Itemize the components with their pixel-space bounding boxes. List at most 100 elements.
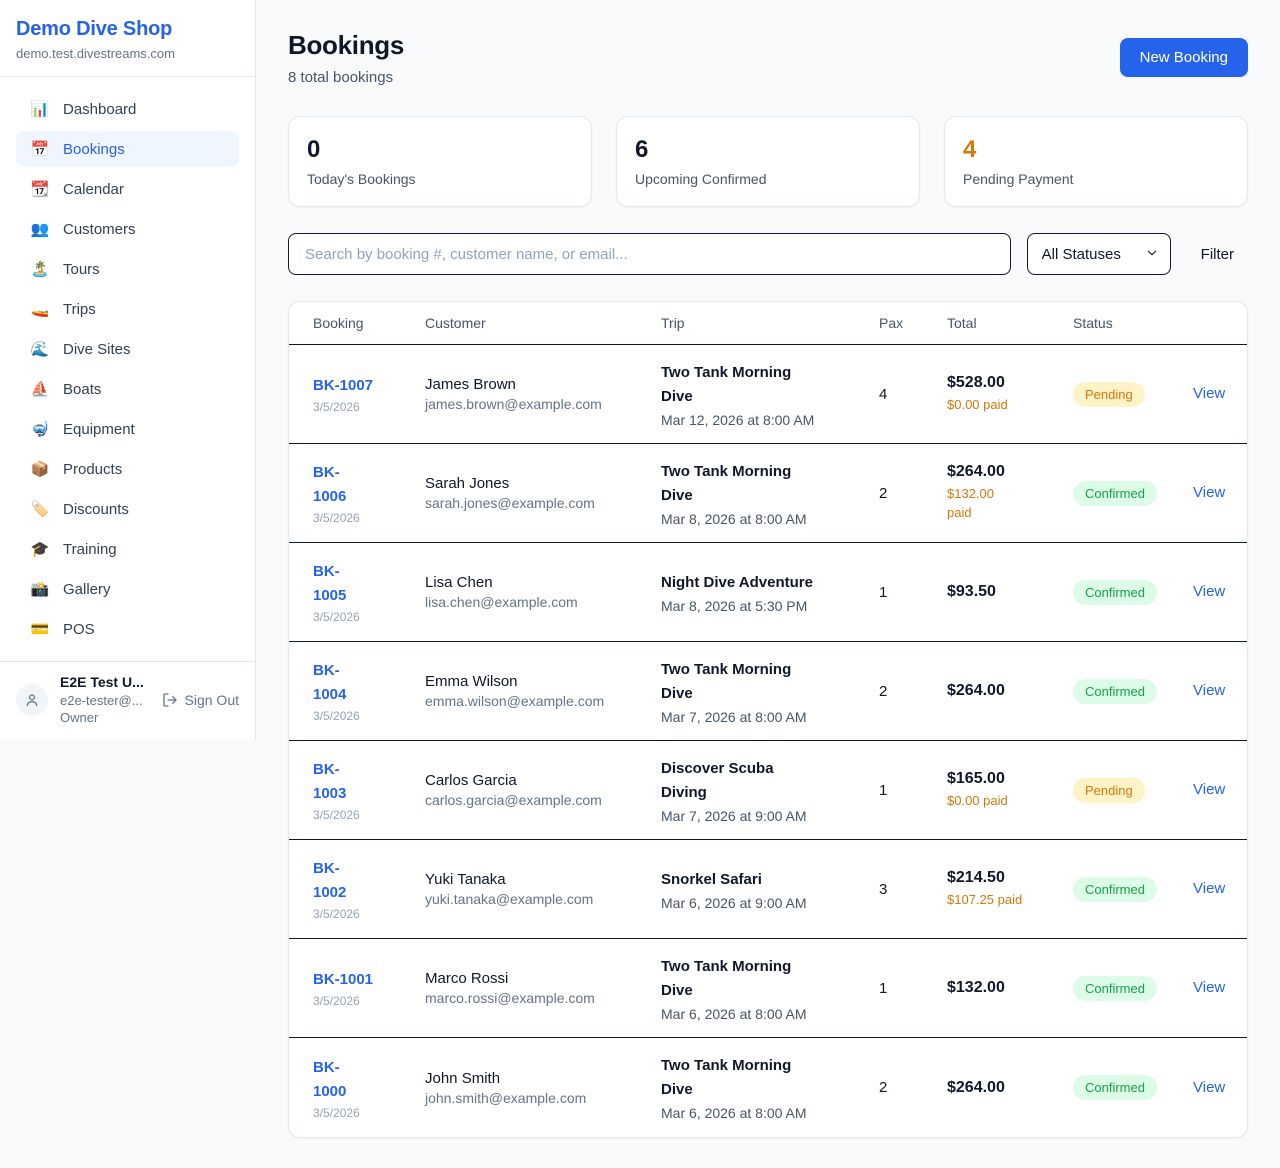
sidebar-item-training[interactable]: 🎓 Training <box>30 540 117 559</box>
total-cell: $165.00 $0.00 paid <box>947 770 1073 811</box>
customer-email: lisa.chen@example.com <box>425 594 578 610</box>
sidebar-item-dashboard[interactable]: 📊 Dashboard <box>30 100 137 119</box>
sidebar-item-gallery[interactable]: 📸 Gallery <box>30 580 111 599</box>
sign-out-button[interactable]: Sign Out <box>162 692 239 708</box>
view-link[interactable]: View <box>1193 1078 1226 1096</box>
view-link[interactable]: View <box>1193 484 1226 501</box>
customer-cell: Marco Rossi marco.rossi@example.com <box>425 970 661 1006</box>
customer-cell: Lisa Chen lisa.chen@example.com <box>425 574 661 610</box>
actions-cell: View <box>1193 979 1225 997</box>
view-link[interactable]: View <box>1193 682 1226 699</box>
booking-date: 3/5/2026 <box>313 511 360 525</box>
stats-row: 0 Today's Bookings 6 Upcoming Confirmed … <box>288 116 1248 207</box>
status-badge: Confirmed <box>1073 678 1157 704</box>
sidebar-item-customers[interactable]: 👥 Customers <box>30 220 136 239</box>
trip-cell: Two Tank Morning Dive Mar 7, 2026 at 8:0… <box>661 658 879 725</box>
status-badge: Pending <box>1073 777 1145 803</box>
booking-id-link[interactable]: BK-1007 <box>313 377 374 394</box>
sidebar-item-equipment[interactable]: 🤿 Equipment <box>30 420 135 439</box>
table-row: BK- 1006 3/5/2026 Sarah Jones sarah.jone… <box>289 444 1247 543</box>
booking-id-link[interactable]: BK-1001 <box>313 971 374 988</box>
sign-out-label: Sign Out <box>184 692 239 708</box>
booking-cell: BK-1001 3/5/2026 <box>313 968 425 1008</box>
booking-date: 3/5/2026 <box>313 994 360 1008</box>
diving-mask-icon: 🤿 <box>30 421 50 438</box>
total-cell: $264.00 <box>947 682 1073 700</box>
trip-datetime: Mar 6, 2026 at 8:00 AM <box>661 1005 807 1022</box>
status-cell: Confirmed <box>1073 1075 1193 1100</box>
view-link[interactable]: View <box>1193 583 1226 600</box>
customer-email: james.brown@example.com <box>425 396 602 412</box>
booking-id-link[interactable]: BK- 1005 <box>313 563 347 604</box>
booking-cell: BK- 1004 3/5/2026 <box>313 659 425 723</box>
new-booking-button[interactable]: New Booking <box>1119 38 1248 77</box>
column-header-booking: Booking <box>313 315 364 331</box>
customer-cell: James Brown james.brown@example.com <box>425 376 661 412</box>
brand-name: Demo Dive Shop <box>16 18 173 40</box>
pax-cell: 3 <box>879 880 888 898</box>
customer-cell: Emma Wilson emma.wilson@example.com <box>425 673 661 709</box>
sidebar-item-bookings[interactable]: 📅 Bookings <box>16 131 239 167</box>
sidebar-item-boats[interactable]: ⛵ Boats <box>30 380 102 399</box>
customer-cell: Carlos Garcia carlos.garcia@example.com <box>425 772 661 808</box>
booking-id-link[interactable]: BK- 1000 <box>313 1058 347 1100</box>
total-amount: $132.00 <box>947 979 1005 996</box>
total-amount: $264.00 <box>947 682 1005 699</box>
sidebar-item-dive-sites[interactable]: 🌊 Dive Sites <box>30 340 131 359</box>
page-title: Bookings <box>288 30 405 60</box>
package-icon: 📦 <box>30 461 50 478</box>
sidebar-item-trips[interactable]: 🚤 Trips <box>30 300 96 319</box>
user-meta: E2E Test U... e2e-tester@... Owner <box>60 674 144 726</box>
pax-cell: 1 <box>879 583 888 601</box>
actions-cell: View <box>1193 1079 1225 1097</box>
user-box: E2E Test U... e2e-tester@... Owner Sign … <box>0 661 255 740</box>
search-input[interactable] <box>288 233 1011 275</box>
actions-cell: View <box>1193 484 1225 502</box>
sidebar-item-calendar[interactable]: 📆 Calendar <box>30 180 124 199</box>
view-link[interactable]: View <box>1193 979 1226 996</box>
trip-name: Two Tank Morning Dive <box>661 660 792 702</box>
status-filter-select[interactable]: All Statuses <box>1026 233 1171 275</box>
trip-name: Two Tank Morning Dive <box>661 363 792 405</box>
trip-datetime: Mar 6, 2026 at 8:00 AM <box>661 1105 807 1121</box>
bar-chart-icon: 📊 <box>30 101 50 118</box>
actions-cell: View <box>1193 781 1225 799</box>
booking-cell: BK- 1005 3/5/2026 <box>313 560 425 624</box>
sidebar-item-pos[interactable]: 💳 POS <box>30 620 95 639</box>
speedboat-icon: 🚤 <box>30 301 50 318</box>
stat-card: 0 Today's Bookings <box>288 116 592 207</box>
graduation-cap-icon: 🎓 <box>30 541 50 558</box>
trip-name: Two Tank Morning Dive <box>661 957 792 999</box>
customer-name: Sarah Jones <box>425 475 510 492</box>
customer-email: emma.wilson@example.com <box>425 693 605 709</box>
sidebar-item-tours[interactable]: 🏝️ Tours <box>30 260 100 279</box>
booking-id-link[interactable]: BK- 1004 <box>313 662 347 703</box>
view-link[interactable]: View <box>1193 781 1226 798</box>
view-link[interactable]: View <box>1193 880 1226 897</box>
booking-cell: BK- 1006 3/5/2026 <box>313 461 425 525</box>
total-cell: $132.00 <box>947 979 1073 997</box>
user-name: E2E Test U... <box>60 674 144 690</box>
trip-name: Snorkel Safari <box>661 870 762 888</box>
table-row: BK- 1004 3/5/2026 Emma Wilson emma.wilso… <box>289 642 1247 741</box>
sidebar-item-discounts[interactable]: 🏷️ Discounts <box>30 500 129 519</box>
total-amount: $264.00 <box>947 463 1005 481</box>
tear-off-calendar-icon: 📆 <box>30 181 50 198</box>
total-cell: $264.00 $132.00 paid <box>947 463 1073 523</box>
column-header-pax: Pax <box>879 315 904 331</box>
filter-button[interactable]: Filter <box>1187 246 1248 263</box>
booking-id-link[interactable]: BK- 1002 <box>313 860 347 901</box>
view-link[interactable]: View <box>1193 385 1226 402</box>
booking-id-link[interactable]: BK- 1006 <box>313 464 347 505</box>
table-row: BK- 1003 3/5/2026 Carlos Garcia carlos.g… <box>289 741 1247 840</box>
status-cell: Confirmed <box>1073 678 1193 704</box>
customer-email: marco.rossi@example.com <box>425 990 595 1006</box>
booking-cell: BK- 1003 3/5/2026 <box>313 758 425 822</box>
booking-id-link[interactable]: BK- 1003 <box>313 761 347 802</box>
sidebar-item-products[interactable]: 📦 Products <box>30 460 123 479</box>
page-subtitle: 8 total bookings <box>288 69 394 86</box>
trip-cell: Two Tank Morning Dive Mar 8, 2026 at 8:0… <box>661 460 879 527</box>
status-cell: Pending <box>1073 777 1193 803</box>
stat-card: 4 Pending Payment <box>944 116 1248 207</box>
